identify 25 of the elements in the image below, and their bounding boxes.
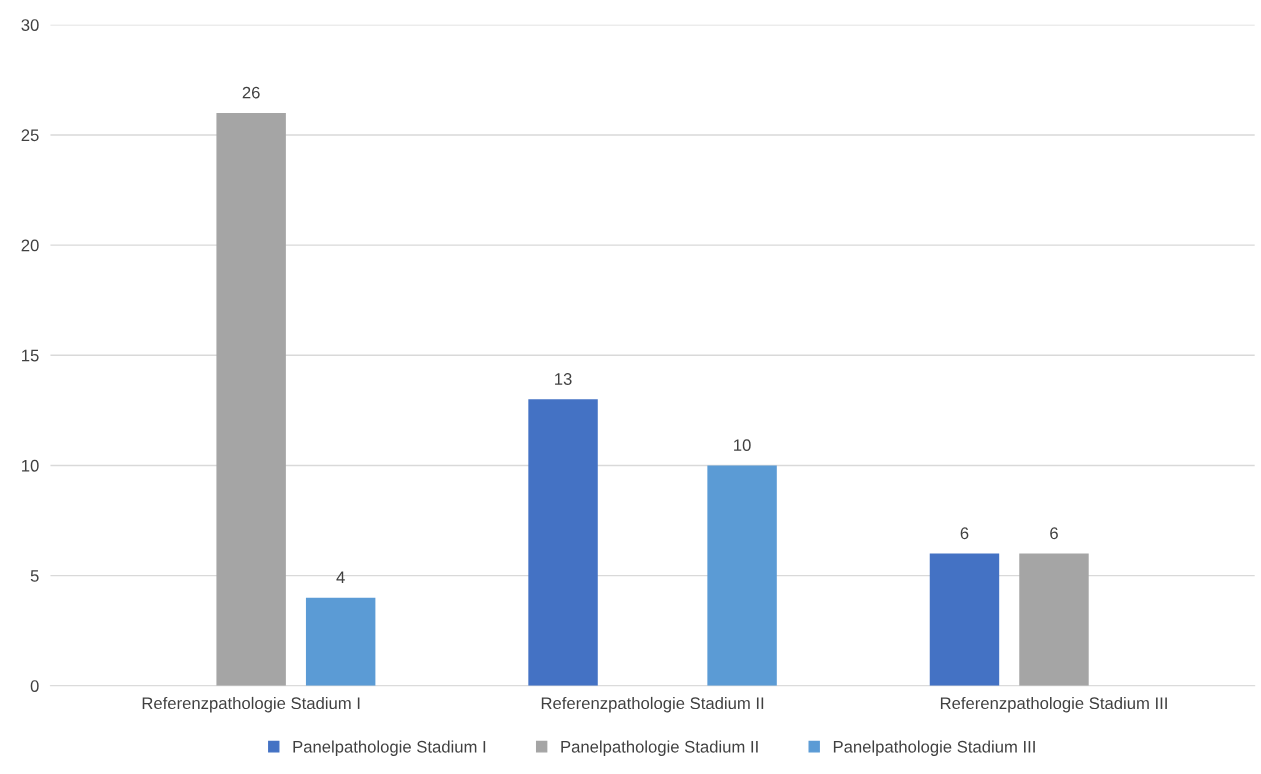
- legend-label: Panelpathologie Stadium I: [293, 740, 486, 756]
- y-tick-label: 0: [30, 680, 39, 692]
- y-tick-label: 5: [30, 570, 39, 582]
- y-tick-label: 20: [21, 239, 39, 252]
- bar: [216, 112, 286, 686]
- data-label: 26: [242, 86, 260, 99]
- x-tick-label: Referenzpathologie Stadium III: [940, 696, 1167, 713]
- y-tick-label: 15: [22, 349, 39, 362]
- legend-label: Panelpathologie Stadium II: [561, 740, 758, 756]
- bar: [305, 597, 376, 686]
- y-tick-label: 25: [21, 129, 39, 142]
- legend-label: Panelpathologie Stadium III: [833, 740, 1035, 756]
- bar: [1019, 553, 1089, 686]
- y-tick-label: 30: [21, 19, 39, 31]
- data-label: 4: [336, 571, 345, 584]
- bar: [528, 399, 598, 686]
- x-tick-label: Referenzpathologie Stadium II: [541, 696, 764, 713]
- data-label: 6: [1050, 527, 1058, 540]
- data-label: 6: [960, 527, 969, 540]
- bar: [707, 465, 777, 686]
- y-tick-label: 10: [22, 459, 39, 472]
- bar: [929, 553, 1000, 686]
- data-label: 10: [734, 439, 751, 452]
- data-label: 13: [555, 373, 572, 385]
- x-tick-label: Referenzpathologie Stadium I: [142, 696, 360, 713]
